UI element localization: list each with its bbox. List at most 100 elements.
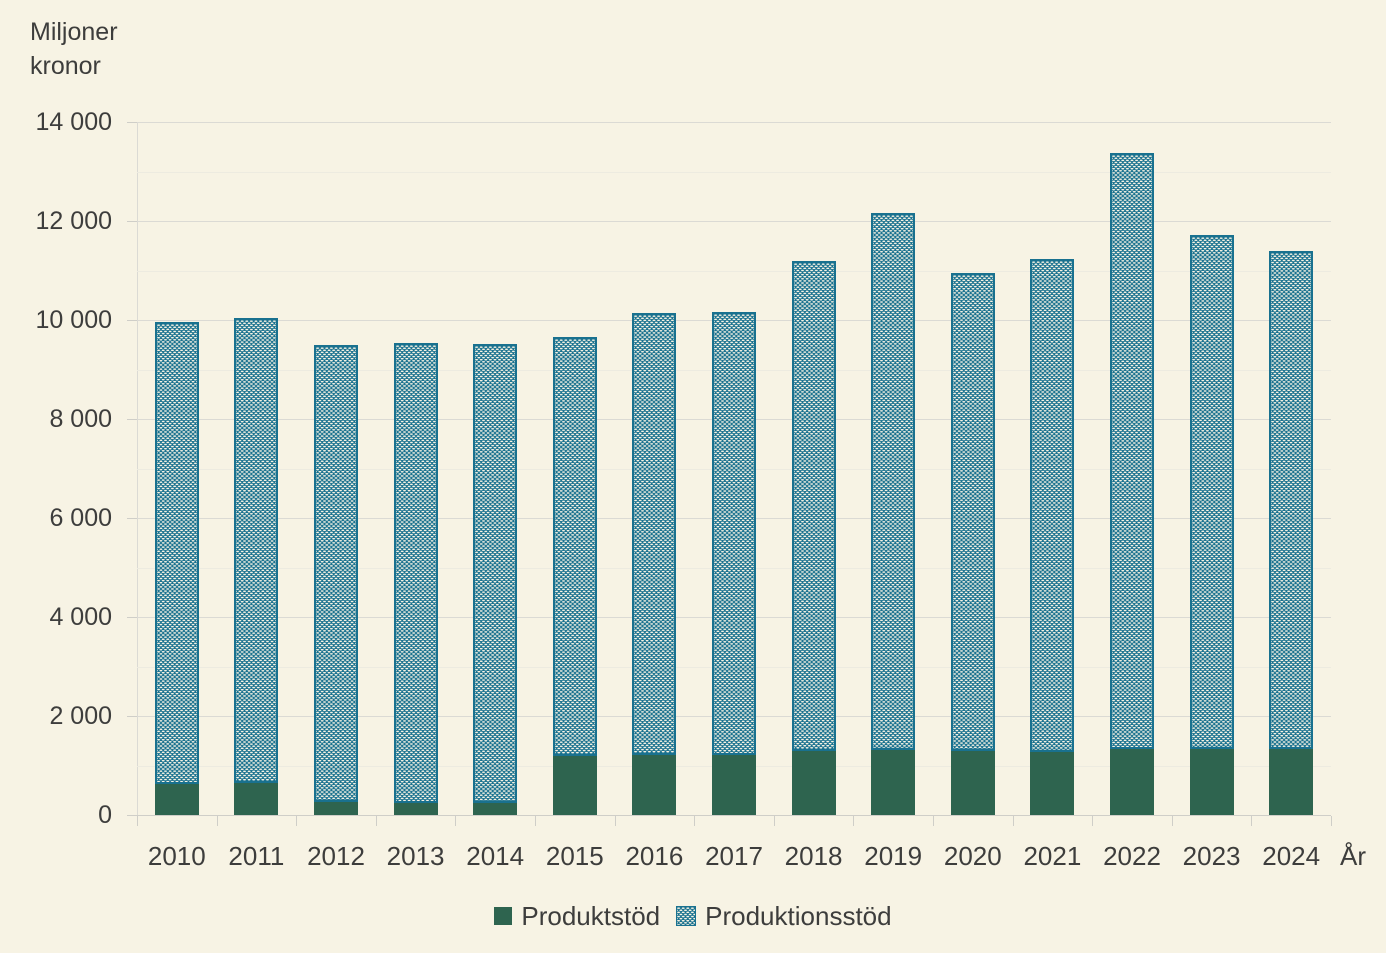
y-axis-tick: [127, 815, 137, 816]
x-axis-tick-label: 2011: [228, 841, 285, 871]
bar-segment-produktstod: [871, 750, 916, 815]
y-axis-tick: [127, 419, 137, 420]
bar-segment-produktstod: [712, 754, 756, 815]
legend-item-produktstod: Produktstöd: [494, 901, 660, 932]
gridline-minor: [137, 270, 1331, 272]
bar-segment-produktionsstod: [473, 343, 518, 803]
bar-segment-produktionsstod: [871, 212, 916, 751]
y-axis-tick-label: 6 000: [49, 504, 112, 532]
bar-2016: [632, 313, 677, 815]
y-axis-tick: [127, 518, 137, 519]
x-axis-tick-label: 2017: [705, 841, 763, 871]
x-axis-tick: [1251, 816, 1253, 826]
x-axis-tick: [1171, 816, 1173, 826]
bar-segment-produktionsstod: [712, 311, 756, 755]
bar-segment-produktionsstod: [791, 261, 836, 752]
x-axis-tick: [296, 816, 298, 826]
bar-segment-produktstod: [950, 750, 995, 815]
bar-segment-produktstod: [1189, 749, 1234, 815]
bar-segment-produktstod: [1110, 749, 1154, 815]
x-axis-tick-label: 2018: [784, 841, 843, 871]
chart-title: Miljoner kronor: [30, 18, 118, 80]
bar-segment-produktstod: [1269, 749, 1314, 815]
bar-segment-produktstod: [393, 802, 438, 815]
y-axis-line: [137, 122, 138, 825]
x-axis-tick: [614, 816, 616, 826]
bar-segment-produktionsstod: [552, 336, 597, 756]
x-axis-tick: [535, 816, 536, 826]
x-axis-tick: [1092, 816, 1094, 826]
bar-segment-produktionsstod: [154, 321, 199, 784]
legend-label: Produktionsstöd: [705, 900, 892, 931]
x-axis-title: År: [1340, 841, 1366, 871]
bar-segment-produktionsstod: [1189, 234, 1234, 750]
x-axis-tick: [216, 816, 218, 826]
bar-2011: [234, 318, 279, 815]
bar-segment-produktstod: [154, 783, 199, 815]
bar-2022: [1110, 153, 1154, 815]
x-axis-tick-label: 2021: [1023, 841, 1082, 871]
y-axis-tick-label: 8 000: [49, 405, 112, 433]
bar-2024: [1269, 250, 1314, 815]
y-axis-tick-label: 14 000: [35, 108, 112, 136]
bar-segment-produktionsstod: [314, 345, 358, 802]
legend-label: Produktstöd: [521, 900, 661, 931]
y-axis-tick-label: 0: [98, 801, 112, 829]
x-axis-labels: 2010 2011 2012 2013 2014 2015 2016 2017 2018 2019…: [137, 840, 1331, 872]
bar-segment-produktstod: [314, 801, 358, 815]
plot-area: [127, 122, 1332, 826]
bar-segment-produktionsstod: [1269, 250, 1314, 750]
y-axis-tick-label: 12 000: [35, 207, 112, 235]
bar-2019: [871, 212, 916, 815]
x-axis-tick: [853, 816, 855, 826]
x-axis-tick-label: 2013: [386, 841, 445, 871]
bar-2018: [791, 261, 836, 815]
y-axis-tick: [127, 716, 137, 717]
bar-segment-produktionsstod: [1030, 258, 1075, 752]
gridline-minor: [137, 171, 1331, 173]
x-axis-tick-label: 2012: [307, 841, 365, 871]
x-axis-tick-label: 2014: [466, 841, 525, 871]
bar-2021: [1030, 258, 1075, 815]
gridline-major: [137, 122, 1331, 123]
x-axis-tick-label: 2023: [1182, 841, 1241, 871]
x-axis-tick: [455, 816, 457, 826]
produktionsstod-swatch-icon: [676, 906, 697, 926]
gridline-major: [137, 221, 1331, 222]
bar-segment-produktstod: [791, 751, 836, 815]
bar-2017: [712, 311, 756, 815]
x-axis-tick: [137, 816, 138, 826]
x-axis-tick: [375, 816, 377, 826]
bar-segment-produktionsstod: [1110, 153, 1154, 750]
y-axis-tick-label: 10 000: [35, 306, 112, 334]
bar-2014: [473, 343, 518, 815]
legend-item-produktionsstod: Produktionsstöd: [676, 900, 892, 932]
bar-2012: [314, 345, 358, 815]
produktstod-swatch-icon: [494, 907, 513, 925]
bar-segment-produktstod: [473, 802, 518, 815]
x-axis-tick-label: 2024: [1262, 841, 1321, 871]
y-axis-tick-label: 4 000: [49, 603, 112, 631]
y-axis-tick: [127, 122, 137, 123]
x-axis-line: [137, 815, 1331, 816]
x-axis-tick: [694, 816, 696, 826]
x-axis-tick-label: 2016: [625, 841, 684, 871]
bar-segment-produktstod: [234, 782, 279, 815]
x-axis-tick-label: 2019: [864, 841, 923, 871]
bar-segment-produktionsstod: [632, 313, 677, 756]
bar-segment-produktionsstod: [393, 342, 438, 803]
x-axis-tick: [773, 816, 775, 826]
bar-segment-produktionsstod: [950, 272, 995, 751]
x-axis-tick: [933, 816, 934, 826]
bar-2023: [1189, 234, 1234, 815]
x-axis-tick-label: 2022: [1103, 841, 1161, 871]
y-axis-tick: [127, 320, 137, 321]
legend: Produktstöd Produktionsstöd: [0, 898, 1386, 934]
bar-segment-produktstod: [552, 755, 597, 815]
bar-segment-produktstod: [632, 755, 677, 815]
bar-segment-produktstod: [1030, 751, 1075, 815]
bar-2013: [393, 342, 438, 815]
bar-2020: [950, 272, 995, 815]
x-axis-tick-label: 2015: [545, 841, 604, 871]
x-axis-tick: [1012, 816, 1014, 826]
